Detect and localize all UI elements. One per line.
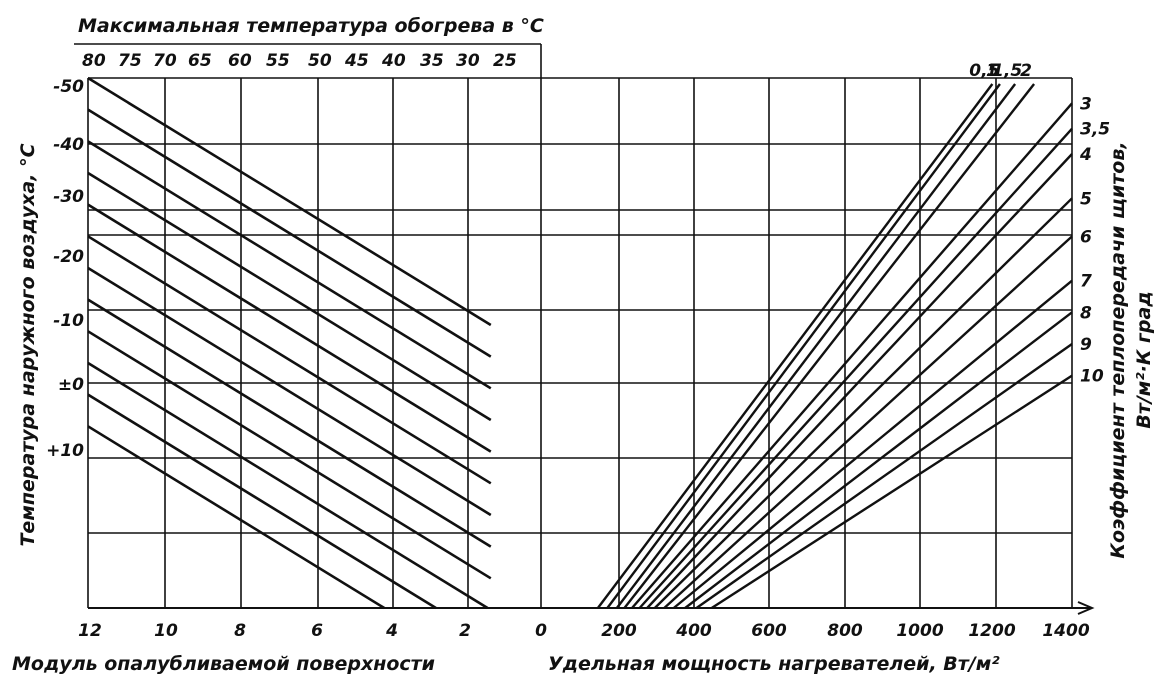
modulus-tick: 4 (385, 621, 398, 641)
bottom-right-axis-title: Удельная мощность нагревателей, Вт/м² (548, 653, 1000, 675)
power-tick: 1000 (896, 621, 943, 641)
heating-temp-line-25 (87, 425, 385, 610)
heating-temp-line-60 (87, 203, 492, 453)
coefficient-line-9 (695, 343, 1073, 609)
heating-temp-line-30 (87, 393, 437, 610)
top-tick: 70 (153, 51, 177, 71)
power-tick: 800 (827, 621, 863, 641)
top-tick: 60 (228, 51, 252, 71)
coefficient-line-7 (672, 279, 1073, 609)
power-tick: 400 (675, 621, 712, 641)
coefficient-labels: 0,511,52 3 3,5 4 5 6 7 8 9 10 (969, 61, 1110, 387)
heating-temp-line-40 (87, 330, 492, 580)
bottom-axis-arrow (1077, 601, 1095, 615)
left-tick: -20 (53, 247, 84, 267)
modulus-tick: 10 (154, 621, 178, 641)
coefficient-line-3,5 (638, 127, 1073, 609)
heating-temp-line-45 (87, 298, 492, 548)
left-tick: -50 (53, 77, 84, 97)
heating-temp-line-80 (87, 76, 492, 327)
coefficient-line-1 (606, 83, 1001, 609)
coefficient-label: 3 (1080, 94, 1092, 114)
left-tick: -30 (53, 187, 84, 207)
bottom-left-axis-title: Модуль опалубливаемой поверхности (12, 653, 435, 675)
coefficient-label: 8 (1080, 303, 1092, 323)
coefficient-line-4 (646, 153, 1073, 609)
power-tick: 0 (535, 621, 547, 641)
right-axis-title: Коэффициент теплопередачи щитов, (1107, 141, 1129, 558)
coefficient-label: 1 (986, 61, 998, 81)
coefficient-line-0,5 (596, 83, 994, 609)
top-tick: 40 (381, 51, 406, 71)
coefficient-line-10 (711, 374, 1073, 610)
coefficient-label: 5 (1080, 189, 1092, 209)
modulus-tick: 12 (78, 621, 102, 641)
bottom-left-ticks: 12 10 8 6 4 2 (78, 621, 471, 641)
top-tick: 55 (266, 51, 290, 71)
top-tick: 50 (308, 51, 332, 71)
coefficient-label: 3,5 (1080, 120, 1110, 140)
top-tick: 80 (82, 51, 106, 71)
modulus-tick: 2 (459, 621, 471, 641)
top-tick: 45 (344, 51, 369, 71)
coefficient-label: 0,5 (969, 61, 999, 81)
heating-temp-line-35 (87, 361, 489, 610)
power-tick: 200 (601, 621, 637, 641)
coefficient-line-8 (684, 311, 1073, 609)
power-tick: 1400 (1042, 621, 1089, 641)
top-tick: 30 (456, 51, 480, 71)
modulus-tick: 6 (311, 621, 323, 641)
heating-temp-line-50 (87, 266, 492, 517)
heating-temp-line-55 (87, 235, 492, 485)
left-tick: +10 (46, 441, 84, 461)
power-tick: 600 (751, 621, 787, 641)
coefficient-label: 1,5 (992, 61, 1022, 81)
left-panel-series (87, 76, 492, 610)
coefficient-line-6 (663, 235, 1073, 609)
heating-temp-line-70 (87, 140, 492, 390)
left-tick: -40 (53, 135, 84, 155)
heating-temp-line-75 (87, 108, 492, 358)
right-axis-unit: Вт/м²·К град (1133, 291, 1155, 428)
top-axis-title: Максимальная температура обогрева в °С (78, 15, 544, 37)
coefficient-label: 4 (1079, 145, 1092, 165)
right-panel-series (596, 83, 1073, 610)
top-tick: 65 (188, 51, 212, 71)
top-axis-ticks: 80 75 70 65 60 55 50 45 40 35 30 25 (82, 51, 517, 71)
bottom-right-ticks: 0 200 400 600 800 1000 1200 1400 (535, 621, 1090, 641)
top-tick: 35 (420, 51, 444, 71)
coefficient-label: 7 (1080, 272, 1092, 292)
coefficient-label: 6 (1080, 227, 1092, 247)
power-tick: 1200 (968, 621, 1015, 641)
coefficient-line-3 (631, 102, 1073, 609)
coefficient-line-5 (653, 197, 1073, 609)
modulus-tick: 8 (234, 621, 246, 641)
top-tick: 75 (118, 51, 142, 71)
heating-temp-line-65 (87, 171, 492, 422)
left-axis-ticks: -50 -40 -30 -20 -10 ±0 +10 (46, 77, 84, 461)
left-tick: -10 (53, 311, 84, 331)
top-tick: 25 (493, 51, 517, 71)
coefficient-line-1,5 (615, 83, 1017, 609)
coefficient-label: 10 (1080, 367, 1104, 387)
left-axis-title: Температура наружного воздуха, °С (17, 143, 39, 546)
coefficient-label: 9 (1080, 335, 1092, 355)
coefficient-label: 2 (1020, 61, 1032, 81)
coefficient-line-2 (623, 83, 1036, 609)
left-tick: ±0 (58, 375, 84, 395)
